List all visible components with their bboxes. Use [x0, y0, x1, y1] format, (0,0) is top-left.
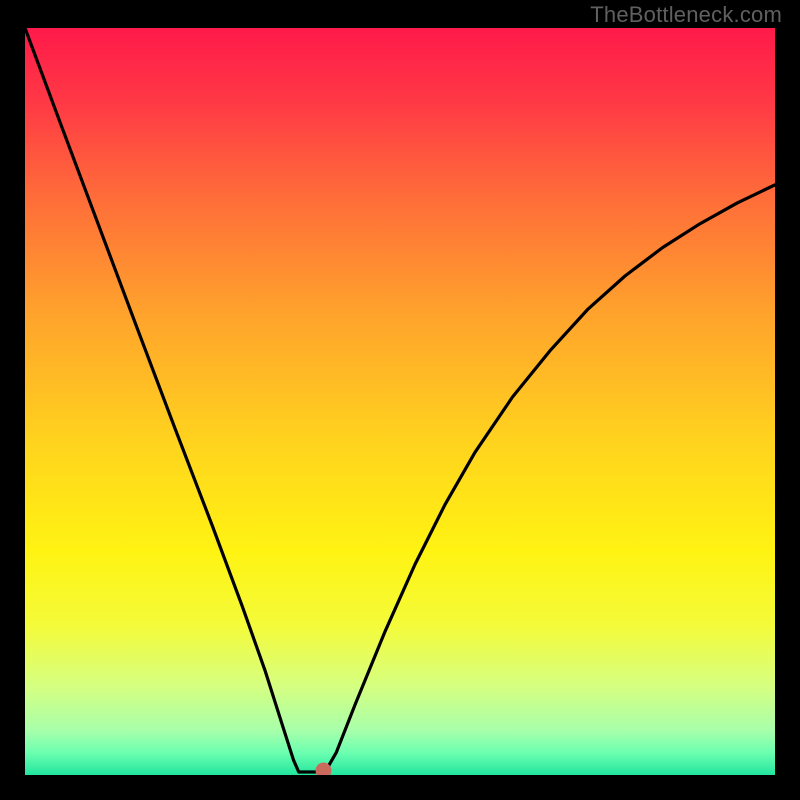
watermark-text: TheBottleneck.com [590, 2, 782, 28]
plot-area [25, 28, 775, 775]
bottleneck-curve-svg [25, 28, 775, 775]
chart-frame: TheBottleneck.com [0, 0, 800, 800]
bottleneck-curve [25, 28, 775, 772]
